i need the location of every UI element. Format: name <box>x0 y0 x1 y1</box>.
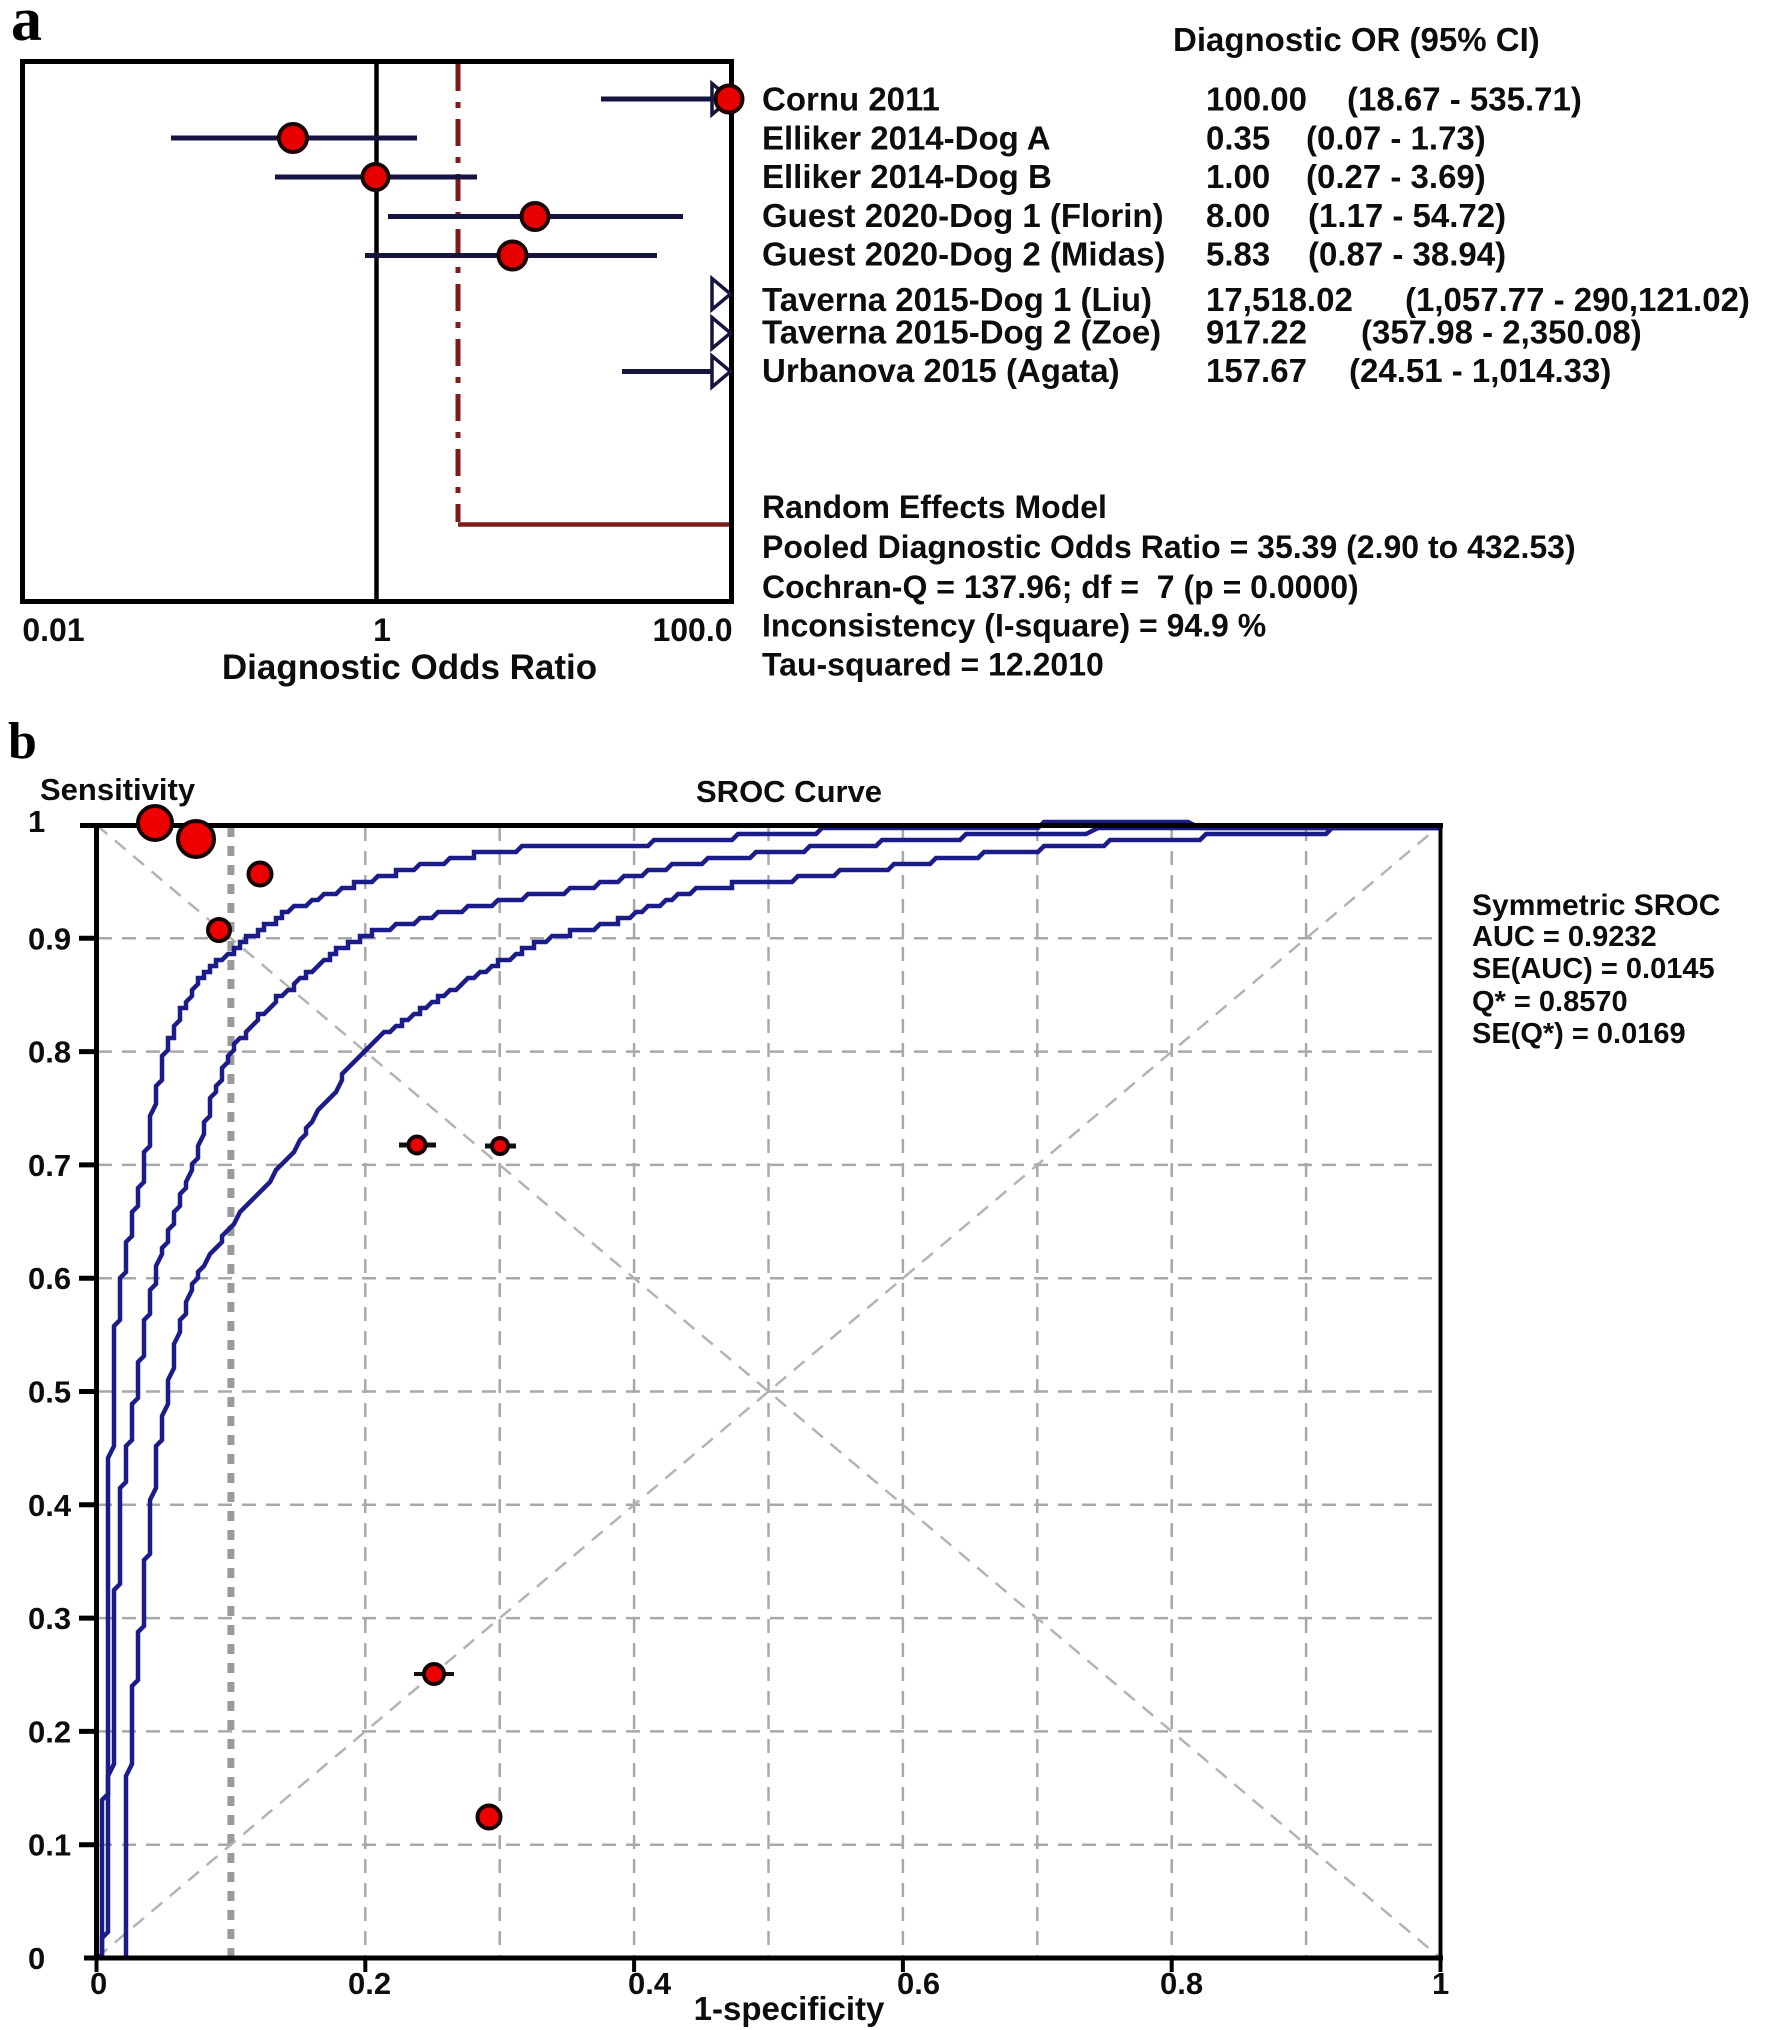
svg-text:0.4: 0.4 <box>28 1488 72 1523</box>
svg-text:5.83: 5.83 <box>1206 236 1270 273</box>
svg-text:b: b <box>8 713 37 770</box>
svg-text:1.00: 1.00 <box>1206 158 1270 195</box>
svg-text:0.1: 0.1 <box>28 1828 71 1863</box>
svg-text:0.7: 0.7 <box>28 1148 71 1183</box>
svg-text:917.22: 917.22 <box>1206 313 1307 350</box>
svg-text:157.67: 157.67 <box>1206 352 1307 389</box>
svg-text:(1.17 - 54.72): (1.17 - 54.72) <box>1308 197 1506 234</box>
svg-text:0.3: 0.3 <box>28 1601 71 1636</box>
svg-text:17,518.02: 17,518.02 <box>1206 281 1353 318</box>
svg-text:Symmetric SROC: Symmetric SROC <box>1472 889 1720 922</box>
svg-text:Diagnostic OR (95% CI): Diagnostic OR (95% CI) <box>1173 21 1540 58</box>
svg-text:0.6: 0.6 <box>28 1261 71 1296</box>
svg-text:(0.27 - 3.69): (0.27 - 3.69) <box>1306 158 1486 195</box>
svg-text:Tau-squared = 12.2010: Tau-squared = 12.2010 <box>762 647 1104 683</box>
svg-text:0.9: 0.9 <box>28 921 71 956</box>
svg-text:0.2: 0.2 <box>348 1966 391 2001</box>
svg-text:AUC = 0.9232: AUC = 0.9232 <box>1472 921 1657 953</box>
svg-text:Random Effects Model: Random Effects Model <box>762 489 1107 525</box>
svg-text:1: 1 <box>28 804 45 839</box>
svg-text:0.01: 0.01 <box>22 612 84 648</box>
svg-text:0.8: 0.8 <box>28 1035 71 1070</box>
svg-text:8.00: 8.00 <box>1206 197 1270 234</box>
svg-text:Urbanova 2015 (Agata): Urbanova 2015 (Agata) <box>762 352 1120 389</box>
svg-text:0: 0 <box>28 1941 45 1976</box>
svg-text:SROC Curve: SROC Curve <box>696 774 882 809</box>
svg-text:Sensitivity: Sensitivity <box>40 772 196 807</box>
svg-text:Inconsistency (I-square) = 94.: Inconsistency (I-square) = 94.9 % <box>762 608 1266 644</box>
svg-text:Elliker 2014-Dog A: Elliker 2014-Dog A <box>762 119 1051 156</box>
svg-text:Cornu 2011: Cornu 2011 <box>762 81 940 118</box>
svg-text:0.2: 0.2 <box>28 1714 71 1749</box>
svg-text:Guest 2020-Dog 2 (Midas): Guest 2020-Dog 2 (Midas) <box>762 236 1165 273</box>
svg-text:0.4: 0.4 <box>628 1966 672 2001</box>
svg-text:1: 1 <box>1432 1966 1449 2001</box>
svg-text:Cochran-Q = 137.96; df = 7 (p: Cochran-Q = 137.96; df = 7 (p = 0.0000) <box>762 569 1359 605</box>
svg-text:SE(Q*) = 0.0169: SE(Q*) = 0.0169 <box>1472 1018 1686 1050</box>
svg-text:(18.67 - 535.71): (18.67 - 535.71) <box>1347 81 1582 118</box>
svg-text:SE(AUC) = 0.0145: SE(AUC) = 0.0145 <box>1472 953 1715 985</box>
svg-text:(24.51 - 1,014.33): (24.51 - 1,014.33) <box>1349 352 1611 389</box>
svg-text:Diagnostic Odds Ratio: Diagnostic Odds Ratio <box>222 648 597 687</box>
svg-text:1: 1 <box>373 612 391 648</box>
svg-text:Taverna 2015-Dog 2 (Zoe): Taverna 2015-Dog 2 (Zoe) <box>762 313 1161 350</box>
svg-text:Pooled Diagnostic Odds Ratio =: Pooled Diagnostic Odds Ratio = 35.39 (2.… <box>762 529 1576 565</box>
svg-text:a: a <box>11 0 42 54</box>
svg-text:0.5: 0.5 <box>28 1375 71 1410</box>
svg-text:0.6: 0.6 <box>897 1966 940 2001</box>
svg-text:1-specificity: 1-specificity <box>694 1990 885 2027</box>
svg-text:0.35: 0.35 <box>1206 119 1270 156</box>
svg-text:Guest 2020-Dog 1 (Florin): Guest 2020-Dog 1 (Florin) <box>762 197 1164 234</box>
svg-text:(1,057.77 - 290,121.02): (1,057.77 - 290,121.02) <box>1405 281 1750 318</box>
svg-text:(0.07 - 1.73): (0.07 - 1.73) <box>1306 119 1486 156</box>
svg-text:100.0: 100.0 <box>652 612 732 648</box>
svg-text:Elliker 2014-Dog B: Elliker 2014-Dog B <box>762 158 1052 195</box>
svg-text:(0.87 - 38.94): (0.87 - 38.94) <box>1308 236 1506 273</box>
svg-text:(357.98 - 2,350.08): (357.98 - 2,350.08) <box>1361 313 1642 350</box>
svg-text:100.00: 100.00 <box>1206 81 1307 118</box>
svg-text:Q* = 0.8570: Q* = 0.8570 <box>1472 986 1628 1018</box>
svg-text:Taverna 2015-Dog 1 (Liu): Taverna 2015-Dog 1 (Liu) <box>762 281 1152 318</box>
svg-text:0: 0 <box>90 1966 107 2001</box>
svg-text:0.8: 0.8 <box>1160 1966 1203 2001</box>
